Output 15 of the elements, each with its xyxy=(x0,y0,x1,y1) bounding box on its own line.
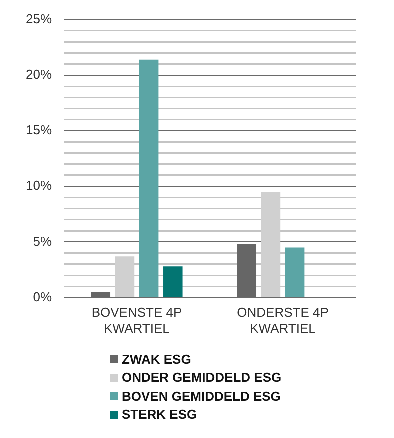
y-tick-label: 25% xyxy=(26,11,52,26)
legend-label: ZWAK ESG xyxy=(122,352,192,367)
legend-label: BOVEN GEMIDDELD ESG xyxy=(122,388,281,404)
bar xyxy=(139,60,159,298)
x-tick-label: ONDERSTE 4P KWARTIEL xyxy=(237,305,329,336)
y-tick-label: 0% xyxy=(33,289,52,304)
y-tick-label: 15% xyxy=(26,122,52,138)
y-tick-label: 5% xyxy=(33,234,52,249)
legend-label: STERK ESG xyxy=(122,407,198,422)
y-tick-label: 10% xyxy=(26,178,52,194)
legend-label: ONDER GEMIDDELD ESG xyxy=(122,370,282,386)
x-tick-label: BOVENSTE 4P KWARTIEL xyxy=(92,305,182,336)
bar xyxy=(285,248,305,298)
y-tick-label: 20% xyxy=(26,66,52,82)
bar xyxy=(164,266,183,298)
